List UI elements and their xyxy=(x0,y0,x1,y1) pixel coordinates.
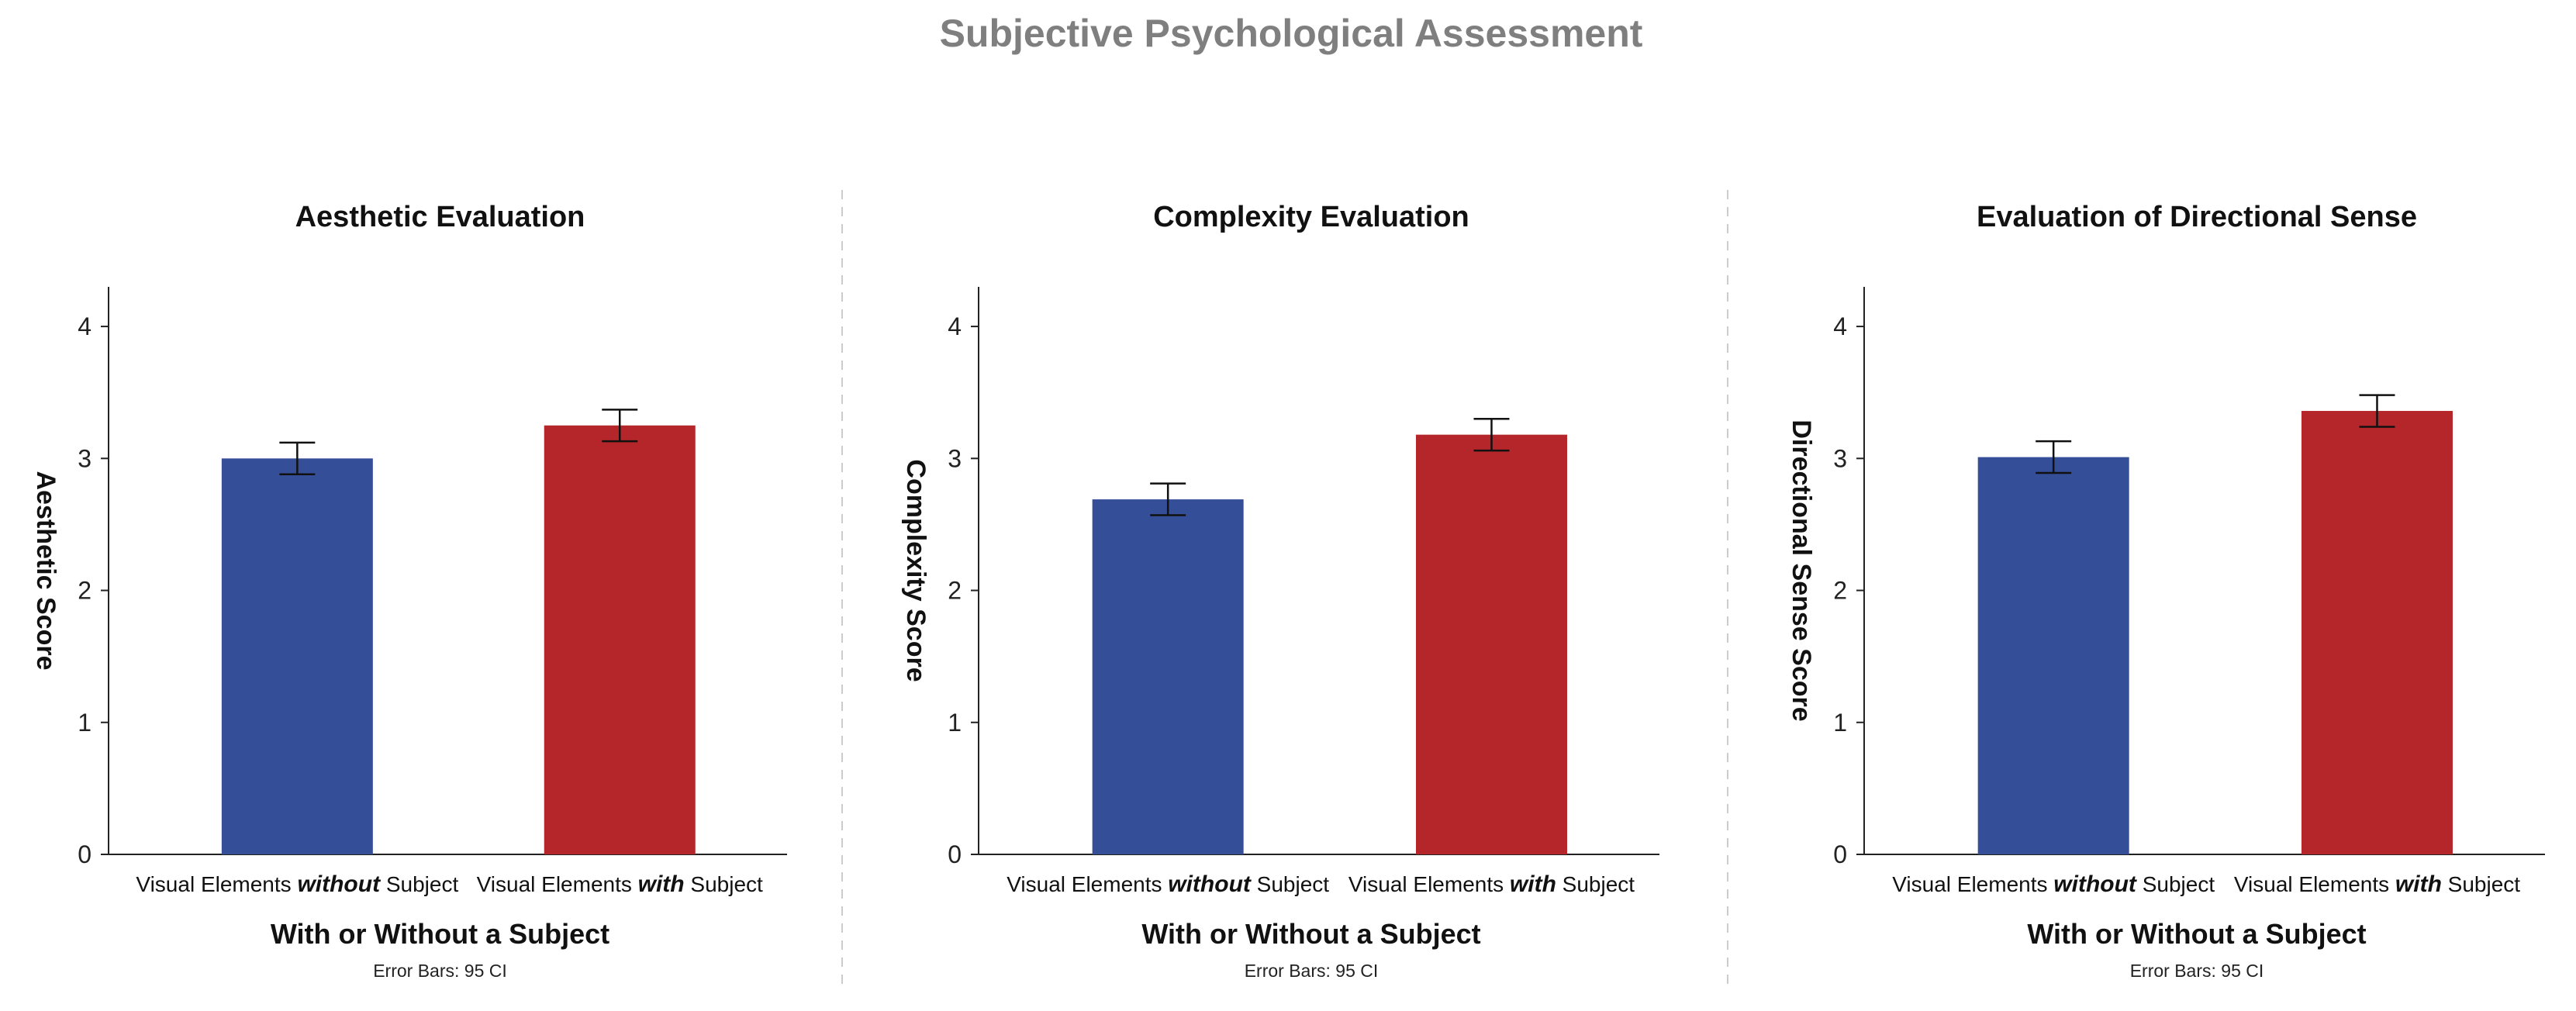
y-tick-label: 4 xyxy=(1833,312,1847,340)
y-tick-label: 4 xyxy=(78,312,92,340)
y-axis-label: Aesthetic Score xyxy=(31,471,60,671)
y-tick-label: 2 xyxy=(78,577,92,605)
panel-title: Evaluation of Directional Sense xyxy=(1977,201,2417,233)
panels: Aesthetic Evaluation Aesthetic Score 0 1 2 3 4… xyxy=(31,201,2545,981)
x-axis-label: With or Without a Subject xyxy=(1141,918,1480,950)
bar-with-subject xyxy=(544,425,696,854)
y-axis-label: Directional Sense Score xyxy=(1787,419,1816,721)
bar-without-subject xyxy=(1977,457,2129,854)
y-tick-label: 1 xyxy=(78,709,92,737)
x-tick-label: Visual Elements with Subject xyxy=(477,871,763,897)
error-bar xyxy=(279,441,316,475)
bar-with-subject xyxy=(1415,434,1567,854)
y-tick-label: 1 xyxy=(948,709,962,737)
y-tick-label: 4 xyxy=(948,312,962,340)
y-tick-label: 2 xyxy=(948,577,962,605)
chart-panel: Evaluation of Directional Sense Direction… xyxy=(1787,201,2545,981)
x-tick-label: Visual Elements without Subject xyxy=(1007,871,1329,897)
error-bar xyxy=(2036,440,2072,474)
x-tick-label: Visual Elements with Subject xyxy=(1348,871,1635,897)
y-tick-label: 2 xyxy=(1833,577,1847,605)
error-bar xyxy=(602,409,638,443)
x-tick-label: Visual Elements without Subject xyxy=(1892,871,2215,897)
panel-title: Aesthetic Evaluation xyxy=(295,201,585,233)
chart-panel: Complexity Evaluation Complexity Score 0 1 2… xyxy=(901,201,1659,981)
y-tick-label: 3 xyxy=(1833,444,1847,472)
chart-main-title: Subjective Psychological Assessment xyxy=(940,12,1643,55)
y-tick-label: 0 xyxy=(78,840,92,868)
y-tick-label: 3 xyxy=(948,444,962,472)
x-axis-label: With or Without a Subject xyxy=(2027,918,2366,950)
error-bar xyxy=(1473,417,1510,452)
y-axis-label: Complexity Score xyxy=(901,459,931,681)
x-tick-label: Visual Elements without Subject xyxy=(136,871,458,897)
y-tick-label: 0 xyxy=(1833,840,1847,868)
error-bar xyxy=(2359,394,2395,428)
y-tick-label: 0 xyxy=(948,840,962,868)
chart-panel: Aesthetic Evaluation Aesthetic Score 0 1 2 3 4… xyxy=(31,201,787,981)
bar-without-subject xyxy=(221,458,373,854)
y-tick-label: 3 xyxy=(78,444,92,472)
y-tick-label: 1 xyxy=(1833,709,1847,737)
x-tick-label: Visual Elements with Subject xyxy=(2234,871,2520,897)
error-bar-note: Error Bars: 95 CI xyxy=(1245,961,1379,981)
panel-title: Complexity Evaluation xyxy=(1153,201,1469,233)
error-bar xyxy=(1150,482,1186,516)
x-axis-label: With or Without a Subject xyxy=(271,918,609,950)
bar-with-subject xyxy=(2301,411,2453,854)
bar-without-subject xyxy=(1092,499,1244,854)
error-bar-note: Error Bars: 95 CI xyxy=(373,961,507,981)
error-bar-note: Error Bars: 95 CI xyxy=(2130,961,2264,981)
